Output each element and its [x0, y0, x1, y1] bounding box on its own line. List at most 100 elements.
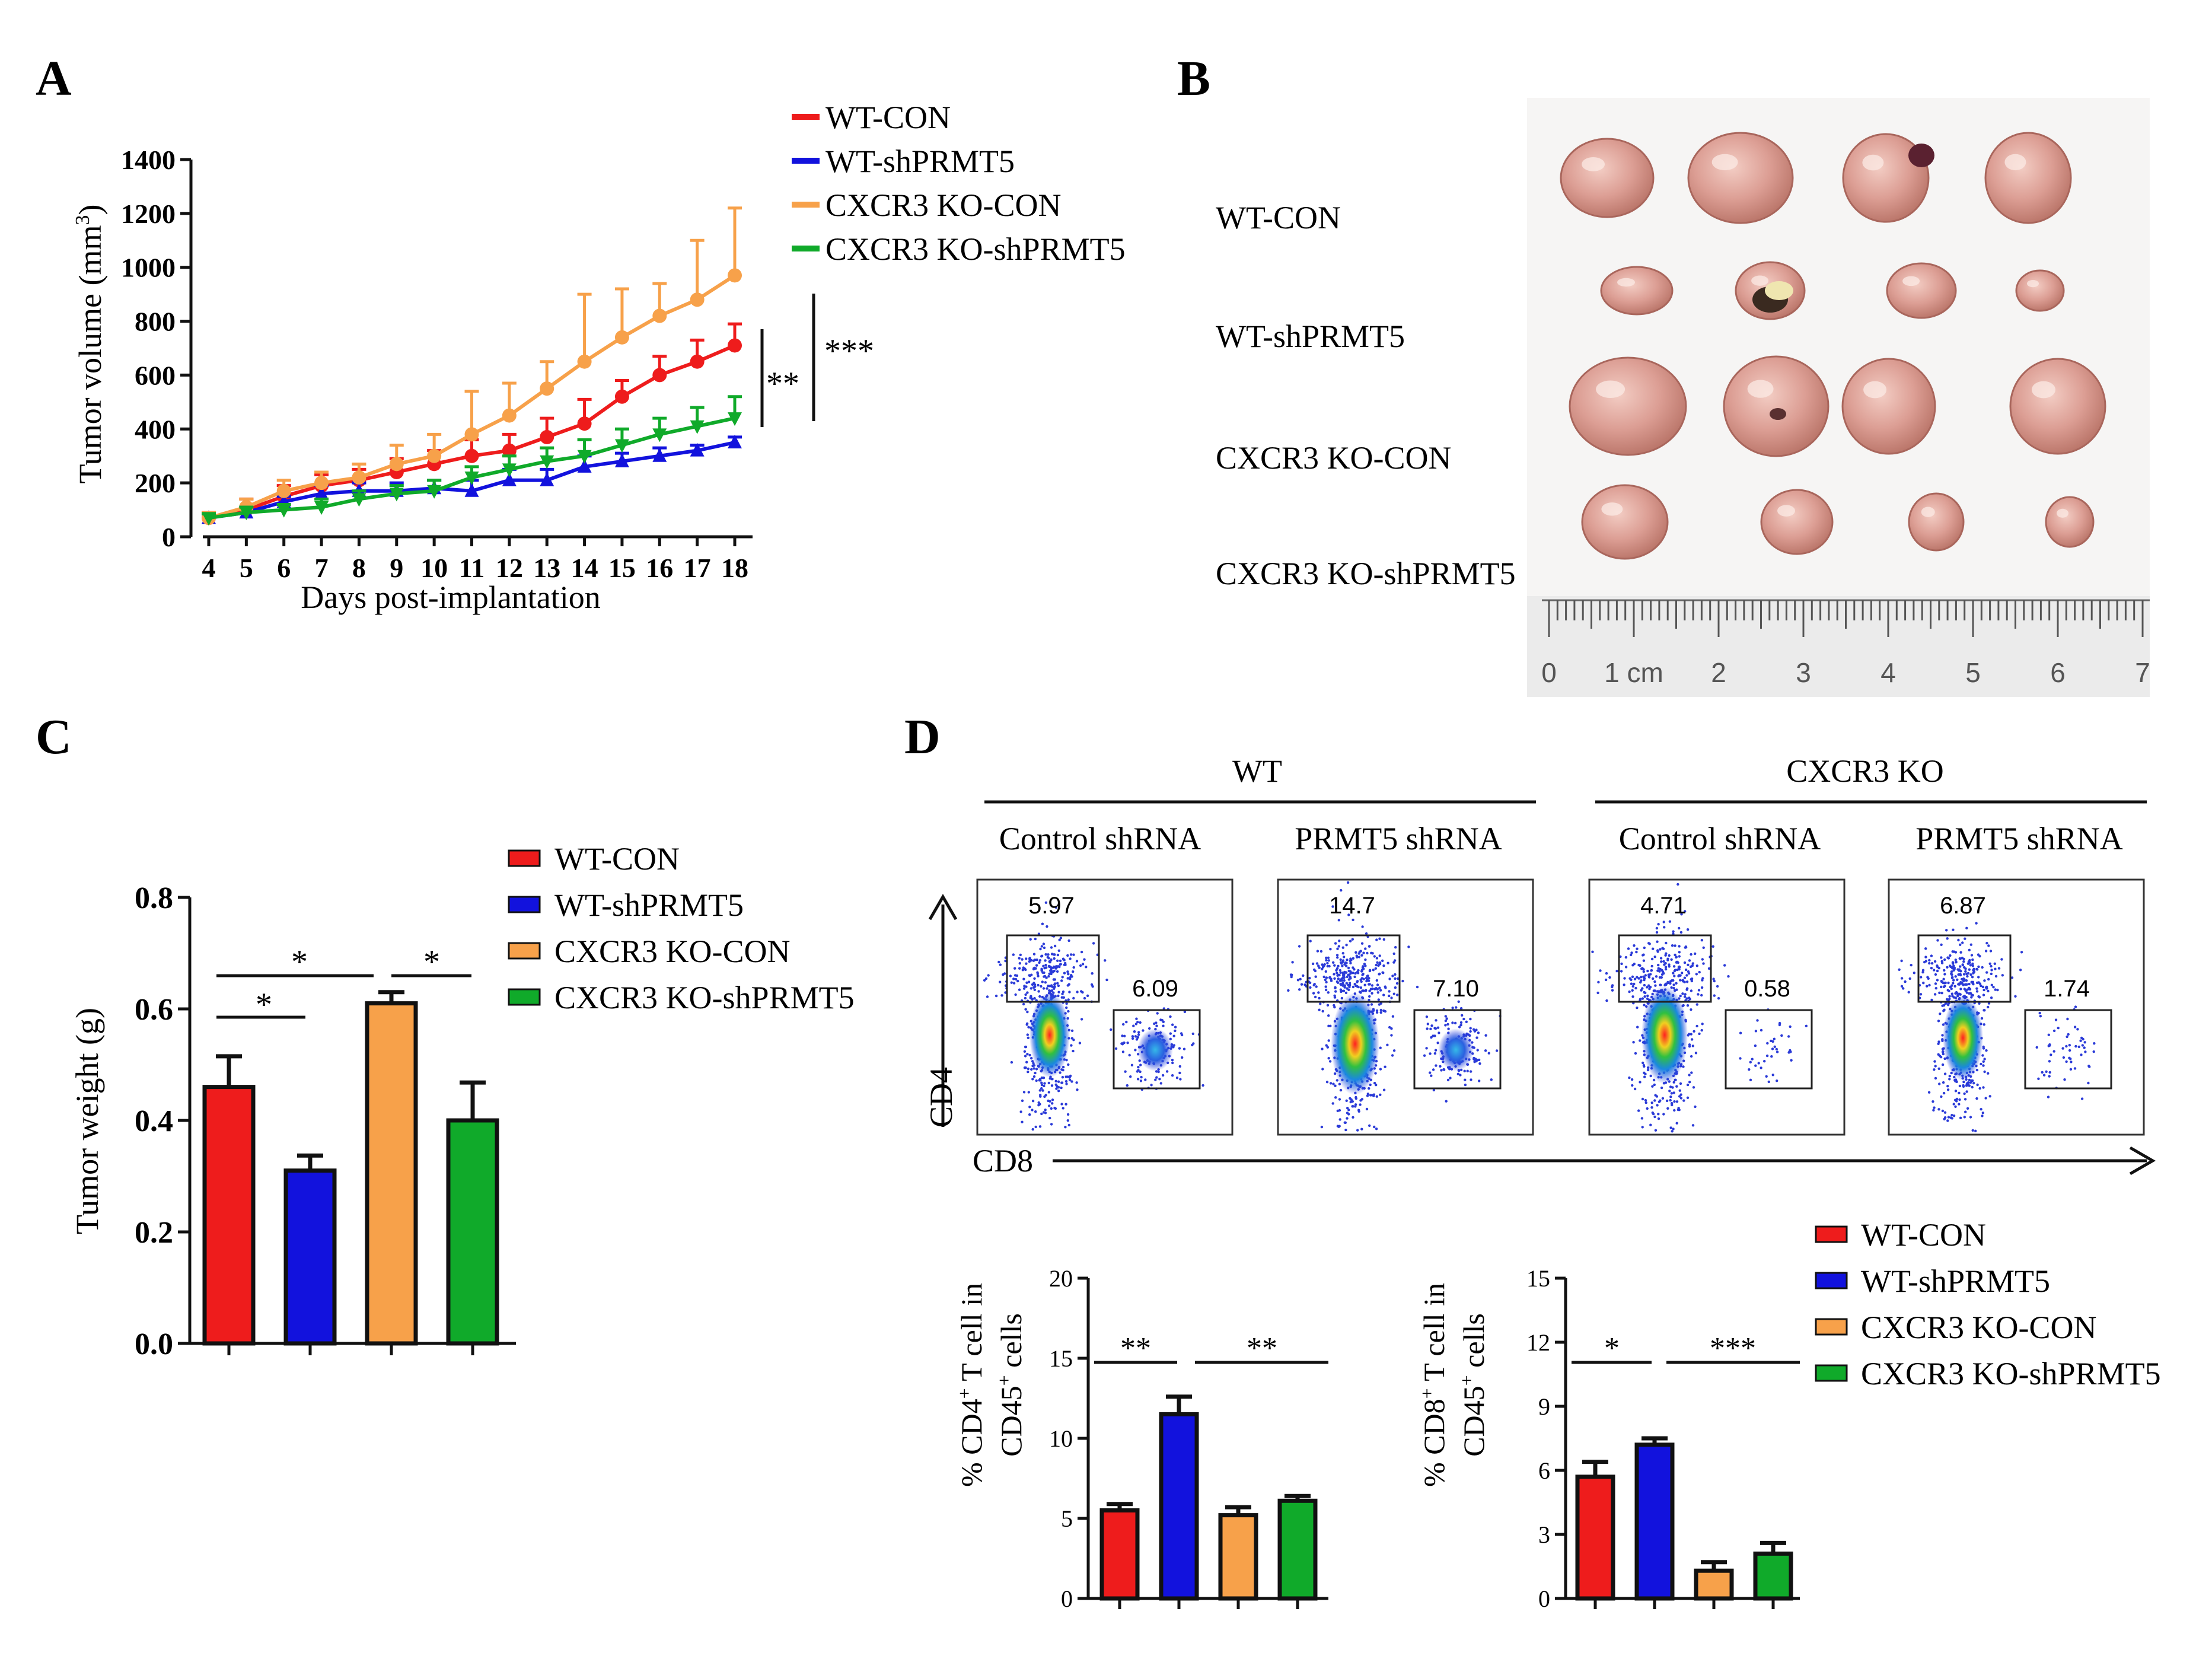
flow-dot: [2048, 1060, 2051, 1063]
flow-dot: [1343, 979, 1346, 982]
flow-dot: [1646, 986, 1649, 989]
flow-dot: [1394, 946, 1397, 949]
flow-dot: [1980, 1017, 1984, 1020]
flow-dot: [1137, 1069, 1140, 1072]
cd8-axis-label: CD8: [973, 1143, 1033, 1179]
flow-dot: [1996, 988, 1999, 992]
flow-dot: [1950, 970, 1953, 973]
flow-dot: [1981, 1054, 1984, 1057]
flow-dot: [1064, 1075, 1067, 1078]
flow-dot: [1787, 1035, 1790, 1038]
flow-dot: [1938, 1082, 1941, 1085]
bar: [1634, 1442, 1675, 1601]
flow-dot: [1066, 1119, 1070, 1122]
flow-dot: [1060, 1081, 1063, 1084]
flow-dot: [1943, 969, 1946, 972]
flow-dot: [1685, 974, 1688, 977]
flow-dot: [1037, 983, 1040, 987]
flow-dot: [1144, 1078, 1147, 1081]
flow-dot: [1075, 1081, 1078, 1084]
flow-dot: [1028, 1113, 1031, 1116]
flow-dot: [1950, 1114, 1953, 1117]
flow-dot: [1381, 959, 1384, 963]
flow-dot: [1325, 1081, 1329, 1084]
flow-dot: [1026, 1033, 1029, 1036]
bar: [1277, 1498, 1318, 1601]
flow-dot: [1951, 950, 1954, 953]
flow-dot: [1466, 1069, 1469, 1073]
flow-dot: [1131, 1037, 1134, 1040]
flow-dot: [1987, 977, 1990, 981]
ruler-label: 6: [2050, 657, 2066, 688]
bar: [1575, 1475, 1615, 1601]
flow-dot: [1320, 1125, 1324, 1129]
flow-dot: [1484, 1034, 1487, 1037]
flow-dot: [1754, 1030, 1758, 1033]
flow-dot: [1771, 1074, 1774, 1077]
tumor-highlight: [1863, 381, 1887, 399]
flow-dot: [1694, 1105, 1697, 1109]
flow-dot: [1650, 1106, 1653, 1109]
flow-dot: [1936, 979, 1939, 982]
flow-dot: [1068, 1076, 1071, 1079]
flow-dot: [1971, 976, 1974, 979]
x-tick-label: 17: [684, 553, 711, 583]
flow-dot: [1971, 1079, 1974, 1082]
flow-dot: [1378, 962, 1382, 966]
flow-dot: [1688, 959, 1691, 962]
data-point: [389, 457, 404, 472]
tumor-lesion: [1908, 144, 1934, 167]
flow-dot: [1972, 972, 1975, 975]
flow-dot: [1930, 967, 1933, 970]
flow-dot: [2000, 958, 2003, 961]
flow-dot: [2062, 1056, 2066, 1059]
y-tick-label: 1400: [121, 145, 176, 175]
flow-dot: [1672, 986, 1675, 990]
flow-dot: [1353, 968, 1356, 971]
flow-dot: [1690, 977, 1694, 980]
flow-dot: [1345, 982, 1348, 985]
x-tick-label: 5: [240, 553, 253, 583]
flow-dot: [1012, 977, 1015, 980]
flow-dot: [1962, 1080, 1965, 1084]
flow-dot: [1362, 977, 1365, 980]
flow-dot: [1469, 1027, 1472, 1030]
flow-dot: [1756, 1019, 1759, 1022]
flow-dot: [2074, 1005, 2077, 1008]
flow-dot: [1423, 1054, 1426, 1057]
flow-dot: [1657, 963, 1660, 967]
flow-dot: [1388, 994, 1391, 998]
flow-dot: [1171, 1059, 1174, 1062]
flow-dot: [2042, 1074, 2046, 1077]
flow-dot: [1653, 1115, 1656, 1119]
flow-dot: [1391, 1015, 1395, 1018]
flow-dot: [1356, 972, 1360, 975]
flow-dot: [1378, 954, 1381, 957]
flow-dot: [1685, 997, 1688, 1000]
flow-dot: [1346, 958, 1349, 961]
flow-dot: [1181, 1056, 1184, 1059]
flow-dot: [1024, 1008, 1027, 1011]
flow-dot: [1631, 995, 1634, 998]
flow-dot: [1990, 972, 1993, 976]
flow-dot: [1639, 1039, 1642, 1042]
x-tick-label: 7: [315, 553, 329, 583]
flow-dot: [1064, 1103, 1067, 1106]
bar: [1159, 1412, 1199, 1601]
flow-dot: [1375, 979, 1378, 982]
photo-row-label-2: WT-shPRMT5: [1216, 319, 1405, 354]
flow-dot: [1605, 972, 1608, 975]
flow-dot: [1694, 952, 1697, 956]
flow-dot: [1333, 994, 1336, 998]
legend-label: WT-CON: [554, 841, 680, 877]
flow-dot: [1025, 957, 1028, 960]
flow-dot: [1952, 982, 1955, 985]
flow-dot: [1021, 1120, 1024, 1123]
flow-dot: [1349, 1097, 1352, 1100]
flow-dot: [1040, 1081, 1043, 1084]
flow-dot: [1646, 994, 1649, 998]
flow-dot: [1092, 942, 1095, 945]
flow-dot: [1640, 979, 1643, 982]
flow-dot: [1723, 964, 1726, 967]
